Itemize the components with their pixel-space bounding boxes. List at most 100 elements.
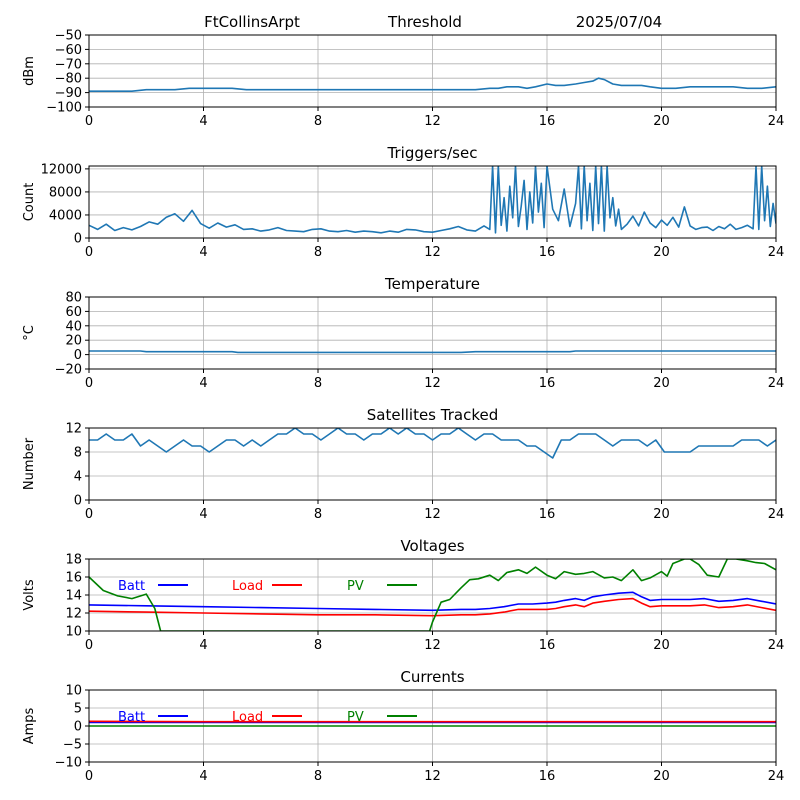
- panel-title: Satellites Tracked: [367, 406, 498, 424]
- y-tick-label: 8: [74, 446, 82, 461]
- y-tick-label: −100: [46, 101, 82, 116]
- x-tick-label: 24: [768, 376, 785, 391]
- x-tick-label: 12: [424, 245, 441, 260]
- x-tick-label: 16: [539, 376, 556, 391]
- y-tick-label: 8000: [49, 185, 82, 200]
- date-label: 2025/07/04: [576, 13, 662, 31]
- x-tick-label: 16: [539, 114, 556, 129]
- x-tick-label: 16: [539, 638, 556, 653]
- plot-frame: [88, 689, 777, 763]
- x-tick-label: 20: [653, 769, 670, 784]
- y-tick-label: −20: [55, 363, 82, 378]
- x-tick-label: 4: [199, 769, 207, 784]
- y-tick-label: 5: [74, 702, 82, 717]
- series-line-pv: [89, 559, 776, 631]
- y-tick-label: 80: [65, 291, 82, 306]
- y-tick-label: 12: [65, 607, 82, 622]
- y-tick-label: 12000: [41, 162, 82, 177]
- x-tick-label: 0: [85, 769, 93, 784]
- y-tick-label: −80: [55, 72, 82, 87]
- panel-title: Triggers/sec: [387, 144, 478, 162]
- x-tick-label: 20: [653, 507, 670, 522]
- legend-label-pv: PV: [347, 579, 364, 594]
- x-tick-label: 4: [199, 638, 207, 653]
- series-line-satellites: [89, 428, 776, 459]
- panel-title: Currents: [400, 668, 464, 686]
- panel-title: Temperature: [384, 275, 480, 293]
- x-tick-label: 24: [768, 769, 785, 784]
- x-tick-label: 20: [653, 245, 670, 260]
- y-tick-label: −10: [55, 756, 82, 771]
- y-tick-label: 0: [74, 232, 82, 247]
- series-line-temperature: [89, 350, 776, 354]
- panel-voltages: 0 4 8 12 16 20 24 10 12 14 16 18 Voltages Volts Batt Lo…: [22, 537, 784, 653]
- x-tick-label: 8: [314, 114, 322, 129]
- plot-frame: [88, 558, 777, 632]
- x-tick-label: 0: [85, 507, 93, 522]
- y-axis-label: Number: [22, 437, 37, 490]
- plot-frame: [88, 296, 777, 370]
- threshold-title: Threshold: [387, 13, 462, 31]
- legend-label-load: Load: [232, 710, 263, 725]
- panel-triggers: 0 4 8 12 16 20 24 0 4000 8000 12000 Triggers/sec Cou…: [22, 144, 784, 260]
- series-line-batt: [89, 591, 776, 612]
- y-tick-label: 4: [74, 470, 82, 485]
- x-tick-label: 4: [199, 507, 207, 522]
- y-tick-label: 12: [65, 422, 82, 437]
- series-line-load: [89, 597, 776, 617]
- y-axis-label: Amps: [22, 707, 37, 744]
- panel-satellites: 0 4 8 12 16 20 24 0 4 8 12 Satellites Tracked Number: [22, 406, 784, 522]
- y-tick-label: 0: [74, 348, 82, 363]
- x-tick-label: 24: [768, 245, 785, 260]
- x-tick-label: 0: [85, 376, 93, 391]
- x-tick-label: 0: [85, 638, 93, 653]
- panel-currents: 0 4 8 12 16 20 24 −10 −5 0 5 10 Currents Amps Batt Load…: [22, 668, 784, 784]
- x-tick-label: 24: [768, 638, 785, 653]
- y-tick-label: 16: [65, 571, 82, 586]
- x-tick-label: 8: [314, 638, 322, 653]
- y-tick-label: 0: [74, 720, 82, 735]
- x-tick-label: 20: [653, 114, 670, 129]
- legend-label-batt: Batt: [118, 710, 145, 725]
- x-tick-label: 12: [424, 114, 441, 129]
- x-tick-label: 12: [424, 376, 441, 391]
- y-axis-label: Count: [22, 183, 37, 222]
- x-tick-label: 12: [424, 638, 441, 653]
- x-tick-label: 20: [653, 376, 670, 391]
- station-name: FtCollinsArpt: [204, 13, 300, 31]
- series-line-triggers: [89, 166, 776, 234]
- y-tick-label: 14: [65, 589, 82, 604]
- y-tick-label: −60: [55, 43, 82, 58]
- y-tick-label: 18: [65, 553, 82, 568]
- plot-frame: [88, 165, 777, 239]
- y-tick-label: −90: [55, 86, 82, 101]
- x-tick-label: 4: [199, 245, 207, 260]
- x-tick-label: 12: [424, 769, 441, 784]
- y-axis-label: Volts: [22, 579, 37, 611]
- x-tick-label: 8: [314, 245, 322, 260]
- plot-frame: [88, 34, 777, 108]
- y-tick-label: 10: [65, 625, 82, 640]
- panel-title: Voltages: [400, 537, 464, 555]
- y-axis-label: °C: [22, 325, 37, 341]
- x-tick-label: 8: [314, 507, 322, 522]
- legend-label-pv: PV: [347, 710, 364, 725]
- y-tick-label: −70: [55, 57, 82, 72]
- y-tick-label: −50: [55, 29, 82, 44]
- x-tick-label: 4: [199, 114, 207, 129]
- plot-frame: [88, 427, 777, 501]
- legend-label-batt: Batt: [118, 579, 145, 594]
- panel-threshold: 0 4 8 12 16 20 24 −100−90−80−70−60−50 dBm: [22, 29, 784, 130]
- x-tick-label: 16: [539, 507, 556, 522]
- x-tick-label: 8: [314, 769, 322, 784]
- series-line-threshold: [89, 77, 776, 92]
- y-tick-label: −5: [63, 738, 82, 753]
- y-tick-label: 20: [65, 334, 82, 349]
- y-tick-label: 60: [65, 305, 82, 320]
- y-axis-label: dBm: [22, 56, 37, 86]
- y-tick-label: 10: [65, 684, 82, 699]
- x-tick-label: 8: [314, 376, 322, 391]
- x-tick-label: 20: [653, 638, 670, 653]
